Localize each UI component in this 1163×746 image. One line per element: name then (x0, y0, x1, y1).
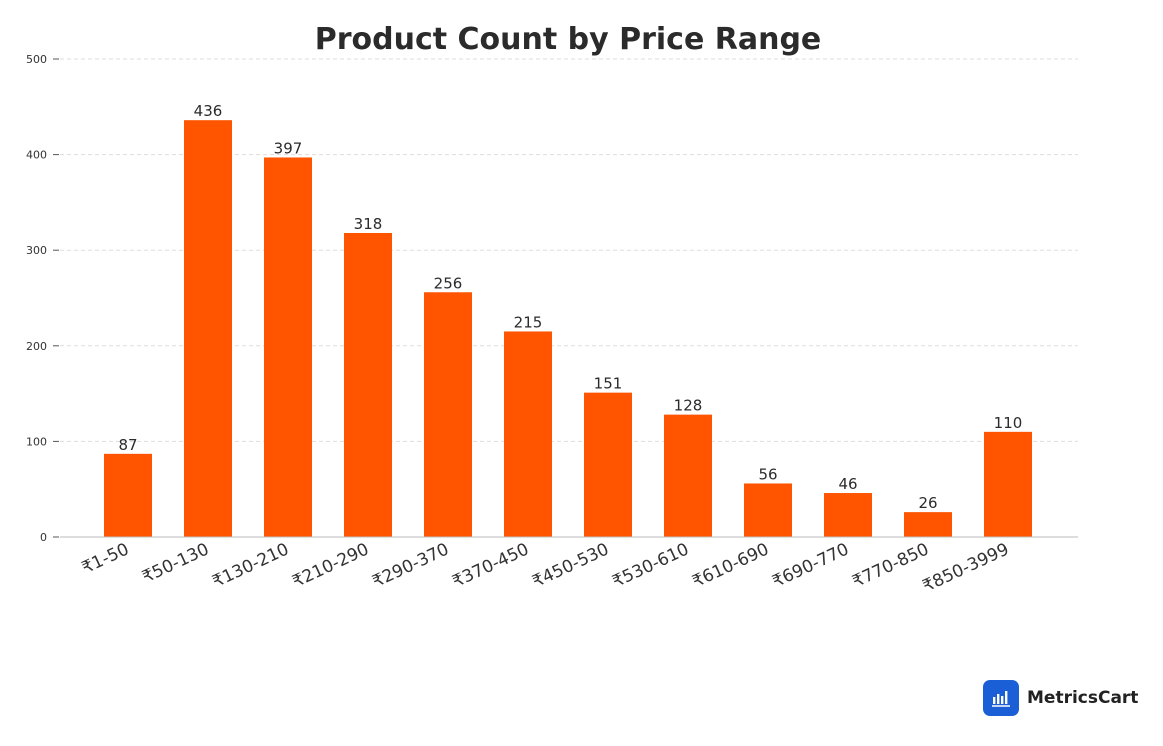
y-tick-label: 400 (26, 149, 47, 162)
x-tick-label: ₹610-690 (689, 539, 772, 592)
bar (904, 512, 952, 537)
bar (504, 331, 552, 537)
x-tick-label: ₹370-450 (449, 539, 532, 592)
x-tick-label: ₹130-210 (209, 539, 292, 592)
data-label: 151 (594, 375, 623, 393)
y-tick-label: 100 (26, 435, 47, 448)
data-labels: 87 436 397 318 256 215 151 128 56 46 26 110 (118, 102, 1022, 512)
bar-chart-icon (983, 680, 1019, 716)
bar (344, 232, 392, 537)
bar (584, 392, 632, 537)
bar (424, 292, 472, 537)
x-tick-label: ₹290-370 (369, 539, 452, 592)
x-axis: ₹1-50 ₹50-130₹130-210₹210-290₹290-370₹370… (60, 536, 1078, 597)
bar (104, 453, 152, 537)
data-label: 110 (994, 414, 1023, 432)
data-label: 46 (838, 475, 857, 493)
y-tick-label: 0 (40, 531, 47, 544)
data-label: 436 (194, 102, 223, 120)
data-label: 256 (434, 274, 463, 292)
bar (664, 414, 712, 537)
data-label: 87 (118, 436, 137, 454)
x-tick-label: ₹450-530 (529, 539, 612, 592)
brand-name: MetricsCart (1027, 688, 1139, 708)
x-tick-label: ₹770-850 (849, 539, 932, 592)
y-tick-label: 300 (26, 244, 47, 257)
data-label: 128 (674, 397, 703, 415)
data-label: 26 (918, 494, 937, 512)
x-tick-label: ₹850-3999 (920, 539, 1012, 596)
x-tick-label: ₹690-770 (769, 539, 852, 592)
x-tick-label: ₹1-50 (79, 539, 132, 578)
x-tick-label: ₹50-130 (139, 539, 212, 587)
bar (824, 493, 872, 537)
x-tick-label: ₹210-290 (289, 539, 372, 592)
data-label: 318 (354, 215, 383, 233)
bar (984, 431, 1032, 537)
bar (744, 483, 792, 537)
y-tick-label: 500 (26, 53, 47, 66)
bars (104, 120, 1032, 538)
y-tick-label: 200 (26, 340, 47, 353)
data-label: 397 (274, 139, 303, 157)
bar (184, 120, 232, 538)
chart-title: Product Count by Price Range (315, 22, 822, 57)
brand-logo: MetricsCart (983, 680, 1138, 716)
data-label: 56 (758, 465, 777, 483)
x-tick-label: ₹530-610 (609, 539, 692, 592)
bar (264, 157, 312, 537)
y-axis: 0 100 200 300 400 500 (26, 53, 59, 544)
data-label: 215 (514, 313, 543, 331)
